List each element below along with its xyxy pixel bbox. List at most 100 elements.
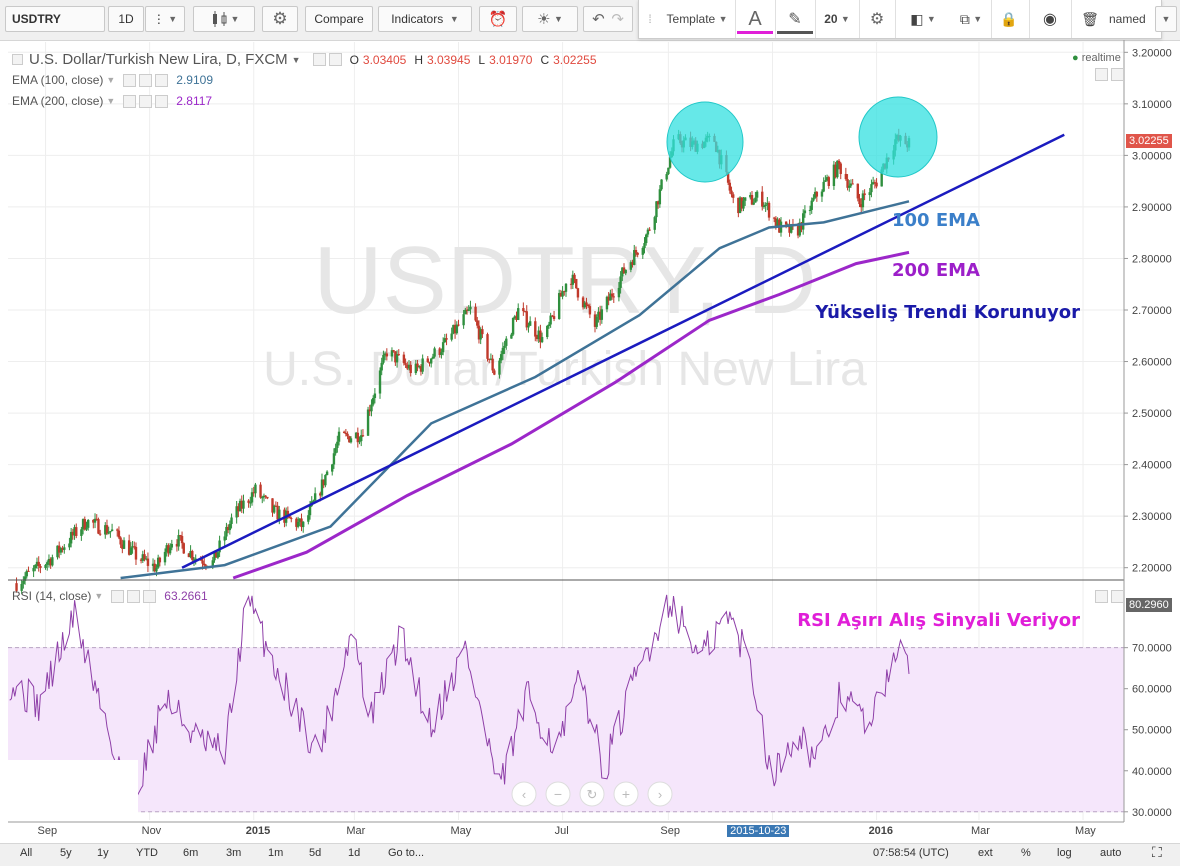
candle-body bbox=[419, 366, 423, 372]
compare-button[interactable]: Compare bbox=[305, 6, 373, 32]
rsi-axis[interactable]: 70.0000 60.0000 50.0000 40.0000 30.0000 bbox=[1124, 643, 1172, 819]
candle-body bbox=[83, 519, 86, 530]
rsi-line bbox=[9, 594, 910, 800]
symbol-input[interactable]: USDTRY bbox=[5, 6, 105, 32]
price-axis[interactable]: 3.20000 3.10000 3.00000 2.90000 2.80000 2.700… bbox=[1124, 47, 1172, 575]
settings-button[interactable]: ⚙ bbox=[262, 6, 298, 32]
top-circle-1[interactable] bbox=[666, 101, 744, 183]
zoom-out-button[interactable] bbox=[545, 781, 571, 807]
interval-button[interactable]: 1D bbox=[108, 6, 144, 32]
maximize-icon[interactable] bbox=[1095, 68, 1108, 81]
layout-name[interactable]: named bbox=[1109, 6, 1157, 32]
close-icon[interactable] bbox=[1111, 590, 1124, 603]
undo-redo-group[interactable]: ↶ ↷ bbox=[583, 6, 633, 32]
range-button-1y[interactable]: 1y bbox=[97, 847, 109, 859]
candle-body bbox=[167, 545, 170, 554]
template-button[interactable]: Template ▼ bbox=[661, 6, 733, 32]
lock-button[interactable]: 🔒 bbox=[995, 6, 1023, 32]
drag-handle-icon[interactable]: ⁞ bbox=[648, 12, 652, 26]
candle-body bbox=[452, 324, 455, 334]
gear-icon[interactable] bbox=[139, 94, 153, 108]
range-button-3m[interactable]: 3m bbox=[226, 847, 242, 859]
auto-toggle[interactable]: auto bbox=[1100, 847, 1122, 859]
main-legend[interactable]: U.S. Dollar/Turkish New Lira, D, FXCM ▼ … bbox=[12, 51, 597, 68]
candle-body bbox=[549, 315, 552, 325]
bring-to-front-button[interactable]: ◧ ▼ bbox=[901, 6, 945, 32]
candle-body bbox=[406, 364, 409, 369]
eye-icon: ◉ bbox=[1043, 11, 1057, 28]
ema100-legend[interactable]: EMA (100, close) ▼ 2.9109 bbox=[12, 73, 213, 87]
redo-icon[interactable]: ↷ bbox=[611, 11, 624, 28]
layout-menu-button[interactable]: ▼ bbox=[1155, 6, 1177, 32]
top-circle-2[interactable] bbox=[858, 96, 938, 178]
scroll-left-button[interactable] bbox=[511, 781, 537, 807]
font-size-select[interactable]: 20 ▼ bbox=[817, 6, 857, 32]
candle-body bbox=[235, 506, 238, 518]
ext-toggle[interactable]: ext bbox=[978, 847, 993, 859]
range-button-1m[interactable]: 1m bbox=[268, 847, 284, 859]
annotation-200-ema[interactable]: 200 EMA bbox=[892, 260, 980, 281]
candle-body bbox=[143, 554, 146, 560]
pencil-icon: ✎ bbox=[788, 11, 802, 28]
scroll-right-button[interactable] bbox=[647, 781, 673, 807]
range-button-ytd[interactable]: YTD bbox=[136, 847, 158, 859]
eye-icon[interactable] bbox=[312, 53, 326, 66]
annotation-100-ema[interactable]: 100 EMA bbox=[892, 210, 980, 231]
line-color-button[interactable]: ✎ bbox=[777, 6, 813, 32]
range-button-5d[interactable]: 5d bbox=[309, 847, 322, 859]
annotation-trend[interactable]: Yükseliş Trendi Korunuyor bbox=[814, 302, 1080, 323]
ideas-button[interactable]: ☀ ▼ bbox=[522, 6, 578, 32]
fullscreen-icon[interactable]: ⛶ bbox=[1152, 844, 1162, 860]
reset-button[interactable] bbox=[579, 781, 605, 807]
clone-button[interactable]: ⧉ ▼ bbox=[949, 6, 993, 32]
rsi-legend[interactable]: RSI (14, close) ▼ 63.2661 bbox=[12, 589, 208, 603]
gear-icon[interactable] bbox=[328, 53, 342, 66]
trend-line[interactable] bbox=[181, 133, 1065, 569]
eye-icon[interactable] bbox=[123, 94, 137, 108]
text-color-button[interactable]: A bbox=[737, 6, 773, 32]
chevron-down-icon: ▼ bbox=[94, 591, 104, 601]
candle-body bbox=[801, 213, 805, 230]
indicators-button[interactable]: Indicators ▼ bbox=[378, 6, 472, 32]
gear-icon[interactable] bbox=[139, 73, 153, 87]
range-button-1d[interactable]: 1d bbox=[348, 847, 361, 859]
candle-body bbox=[127, 540, 131, 555]
candle-body bbox=[750, 195, 754, 205]
percent-toggle[interactable]: % bbox=[1021, 847, 1031, 859]
annotation-rsi[interactable]: RSI Aşırı Alış Sinyali Veriyor bbox=[797, 610, 1080, 631]
maximize-icon[interactable] bbox=[1095, 590, 1108, 603]
delete-button[interactable]: 🗑 bbox=[1075, 6, 1105, 32]
candle-body bbox=[749, 195, 752, 198]
range-button-5y[interactable]: 5y bbox=[60, 847, 72, 859]
candle-body bbox=[63, 547, 66, 550]
gear-icon[interactable] bbox=[127, 589, 141, 603]
close-icon[interactable] bbox=[155, 94, 169, 108]
close-icon[interactable] bbox=[143, 589, 157, 603]
interval-menu-button[interactable]: ⋮ ▼ bbox=[145, 6, 185, 32]
chevron-right-icon: › bbox=[658, 787, 662, 802]
candle-body bbox=[225, 526, 228, 537]
range-button-6m[interactable]: 6m bbox=[183, 847, 199, 859]
candle-body bbox=[302, 521, 305, 528]
goto-button[interactable]: Go to... bbox=[388, 847, 425, 859]
undo-icon[interactable]: ↶ bbox=[592, 11, 605, 28]
alert-button[interactable]: ⏰ bbox=[479, 6, 517, 32]
close-icon[interactable] bbox=[1111, 68, 1124, 81]
ema200-legend[interactable]: EMA (200, close) ▼ 2.8117 bbox=[12, 94, 212, 108]
log-toggle[interactable]: log bbox=[1057, 847, 1072, 859]
close-icon[interactable] bbox=[155, 73, 169, 87]
eye-icon[interactable] bbox=[111, 589, 125, 603]
divider bbox=[1029, 0, 1030, 38]
chart-style-button[interactable]: ▼ bbox=[193, 6, 255, 32]
candle-body bbox=[501, 347, 505, 355]
zoom-in-button[interactable] bbox=[613, 781, 639, 807]
candle-body bbox=[610, 293, 614, 297]
candle-body bbox=[534, 321, 537, 337]
eye-icon[interactable] bbox=[123, 73, 137, 87]
visibility-button[interactable]: ◉ bbox=[1033, 6, 1067, 32]
candle-body bbox=[665, 174, 668, 180]
drawing-settings-button[interactable]: ⚙ bbox=[861, 6, 893, 32]
range-button-all[interactable]: All bbox=[20, 847, 33, 859]
collapse-icon[interactable] bbox=[12, 54, 23, 65]
